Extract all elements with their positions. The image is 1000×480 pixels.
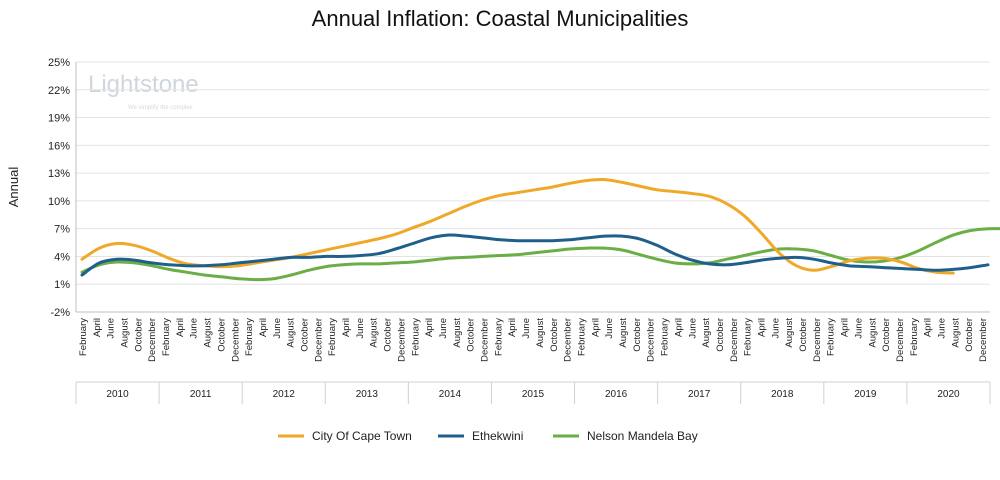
x-tick-label: December [313, 318, 324, 362]
x-tick-label: August [701, 318, 712, 348]
year-label: 2015 [522, 389, 545, 400]
y-tick-label: 1% [54, 279, 70, 291]
series-line-ethekwini [80, 233, 990, 277]
x-tick-label: August [286, 318, 297, 348]
y-axis-label: Annual [6, 167, 21, 208]
chart-title: Annual Inflation: Coastal Municipalities [311, 6, 689, 31]
x-tick-label: December [147, 318, 158, 362]
x-tick-label: October [964, 318, 975, 352]
x-tick-label: December [646, 318, 657, 362]
x-tick-label: April [258, 318, 269, 337]
x-tick-label: February [576, 318, 587, 356]
x-tick-label: August [950, 318, 961, 348]
year-label: 2020 [937, 389, 960, 400]
x-tick-label: June [687, 318, 698, 339]
x-tick-label: June [770, 318, 781, 339]
x-tick-label: June [438, 318, 449, 339]
legend-label-city-of-cape-town: City Of Cape Town [312, 429, 412, 443]
year-label: 2010 [106, 389, 129, 400]
x-tick-label: April [840, 318, 851, 337]
x-tick-label: October [300, 318, 311, 352]
x-tick-label: February [244, 318, 255, 356]
x-tick-label: October [881, 318, 892, 352]
y-tick-label: 16% [48, 140, 70, 152]
x-tick-label: October [549, 318, 560, 352]
x-tick-label: February [826, 318, 837, 356]
x-tick-label: February [660, 318, 671, 356]
x-tick-label: October [798, 318, 809, 352]
x-tick-label: June [853, 318, 864, 339]
y-tick-label: 19% [48, 113, 70, 125]
year-label: 2018 [771, 389, 794, 400]
year-label: 2017 [688, 389, 711, 400]
year-label: 2016 [605, 389, 628, 400]
y-tick-label: 10% [48, 196, 70, 208]
year-label: 2012 [273, 389, 296, 400]
x-tick-label: August [867, 318, 878, 348]
x-tick-label: August [369, 318, 380, 348]
x-tick-label: June [189, 318, 200, 339]
x-tick-label: August [535, 318, 546, 348]
x-tick-label: April [590, 318, 601, 337]
x-tick-label: December [978, 318, 989, 362]
x-tick-label: June [355, 318, 366, 339]
x-tick-label: October [632, 318, 643, 352]
x-tick-label: December [396, 318, 407, 362]
watermark-logo: Lightstone [88, 71, 199, 98]
x-tick-label: October [133, 318, 144, 352]
x-tick-label: April [757, 318, 768, 337]
x-tick-label: February [743, 318, 754, 356]
x-tick-label: December [895, 318, 906, 362]
y-tick-label: 4% [54, 251, 70, 263]
x-tick-label: February [410, 318, 421, 356]
x-tick-label: February [161, 318, 172, 356]
x-tick-label: April [923, 318, 934, 337]
x-tick-label: April [673, 318, 684, 337]
x-tick-label: October [466, 318, 477, 352]
x-tick-label: October [715, 318, 726, 352]
x-tick-label: August [452, 318, 463, 348]
x-tick-label: February [909, 318, 920, 356]
watermark-tagline: We simplify the complex [128, 105, 193, 111]
x-tick-label: April [92, 318, 103, 337]
series-line-nelson-mandela-bay [80, 227, 1000, 282]
x-tick-label: April [175, 318, 186, 337]
y-tick-label: 7% [54, 224, 70, 236]
y-tick-label: 13% [48, 168, 70, 180]
y-tick-label: 25% [48, 57, 70, 69]
x-tick-label: June [521, 318, 532, 339]
x-tick-label: December [729, 318, 740, 362]
x-tick-label: August [119, 318, 130, 348]
x-tick-label: June [604, 318, 615, 339]
year-label: 2019 [854, 389, 877, 400]
x-tick-label: December [480, 318, 491, 362]
x-tick-label: April [507, 318, 518, 337]
x-tick-label: April [341, 318, 352, 337]
x-tick-label: February [327, 318, 338, 356]
y-tick-label: 22% [48, 85, 70, 97]
x-tick-label: February [493, 318, 504, 356]
x-tick-label: June [937, 318, 948, 339]
legend-label-ethekwini: Ethekwini [472, 429, 523, 443]
x-tick-label: June [272, 318, 283, 339]
y-tick-label: -2% [50, 307, 70, 319]
year-label: 2013 [356, 389, 379, 400]
legend-label-nelson-mandela-bay: Nelson Mandela Bay [587, 429, 698, 443]
x-tick-label: August [784, 318, 795, 348]
x-tick-label: October [216, 318, 227, 352]
x-tick-label: December [230, 318, 241, 362]
x-tick-label: December [812, 318, 823, 362]
series-line-city-of-cape-town [80, 178, 955, 275]
x-tick-label: December [563, 318, 574, 362]
year-label: 2014 [439, 389, 462, 400]
x-tick-label: April [424, 318, 435, 337]
x-tick-label: August [203, 318, 214, 348]
x-tick-label: June [106, 318, 117, 339]
year-label: 2011 [190, 389, 212, 400]
x-tick-label: February [78, 318, 89, 356]
x-tick-label: August [618, 318, 629, 348]
x-tick-label: October [383, 318, 394, 352]
